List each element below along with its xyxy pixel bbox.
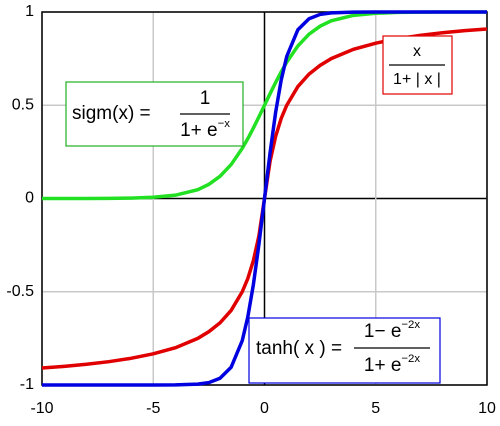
formula-num: 1 <box>200 88 211 109</box>
formula-den: 1+ e−2x <box>364 353 421 376</box>
line <box>42 10 487 387</box>
formula-box: sigm(x) = 1 1+ e−x <box>65 81 244 147</box>
formula-text: 1 <box>200 88 211 109</box>
formula-num: 1− e−2x <box>364 319 421 342</box>
x-tick-label: -5 <box>146 400 160 417</box>
x-tick-label: -10 <box>30 400 53 417</box>
formula-box: x 1+ | x | <box>382 35 453 95</box>
formula-exponent: −2x <box>401 353 420 365</box>
formula-num: x <box>413 43 421 60</box>
formula-text: x <box>413 43 421 60</box>
y-tick-label: 0 <box>25 190 34 207</box>
formula-text: 1− e <box>364 321 402 342</box>
y-tick-label: 1 <box>25 3 34 20</box>
formula-text: 1+ e <box>180 120 218 141</box>
formula-exponent: −2x <box>401 319 420 331</box>
formula-lhs: tanh( x ) = <box>256 338 342 359</box>
formula-den: 1+ e−x <box>180 118 230 141</box>
formula-text: 1+ | x | <box>393 71 441 88</box>
formula-frame <box>248 317 441 384</box>
x-tick-label: 0 <box>260 400 269 417</box>
x-tick-label: 5 <box>371 400 380 417</box>
y-tick-label: 0.5 <box>12 96 34 113</box>
y-tick-label: -1 <box>20 376 34 393</box>
formula-box: tanh( x ) =1− e−2x1+ e−2x <box>248 317 441 384</box>
formula-exponent: −x <box>218 118 231 130</box>
formula-text: 1+ e <box>364 355 402 376</box>
y-tick-label: -0.5 <box>6 283 34 300</box>
formula-lhs: sigm(x) = <box>72 103 151 124</box>
formula-den: 1+ | x | <box>393 71 441 88</box>
x-tick-label: 10 <box>478 400 496 417</box>
